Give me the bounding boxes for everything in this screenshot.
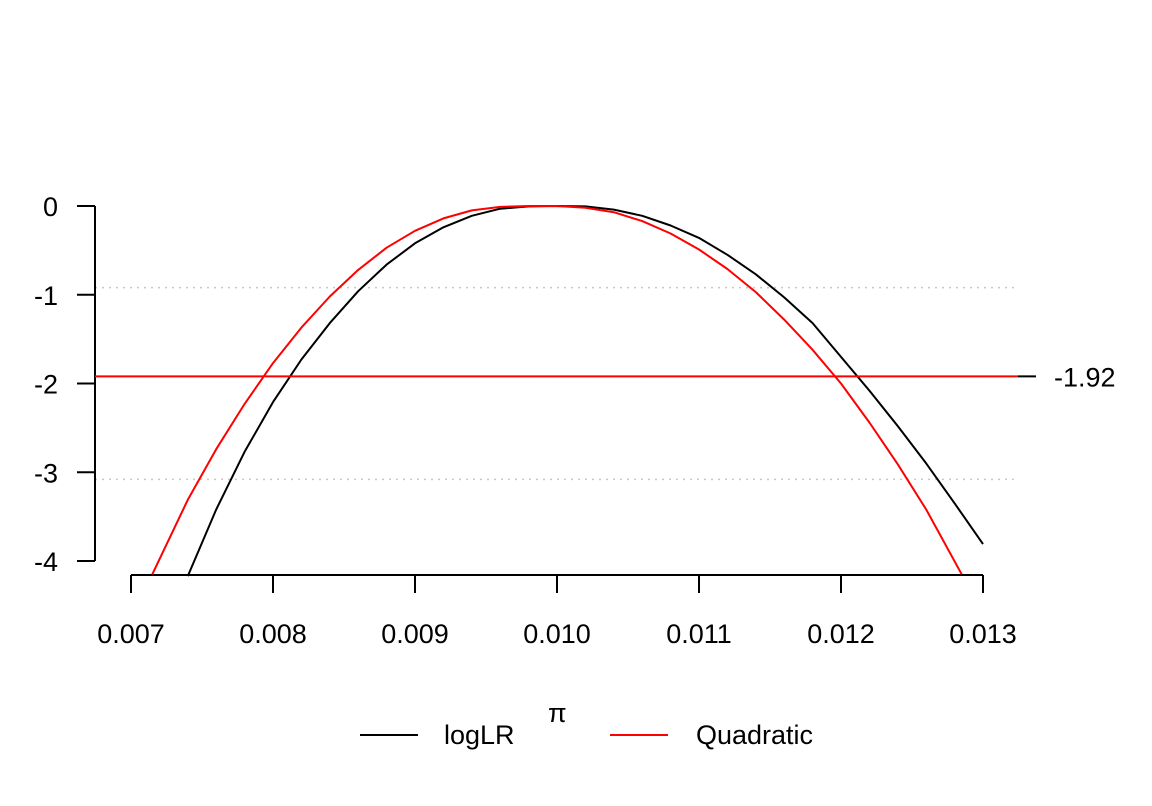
reference-line-label: -1.92 (1054, 362, 1116, 392)
x-tick-label: 0.013 (949, 619, 1017, 649)
x-tick-label: 0.007 (97, 619, 165, 649)
y-axis: 0 -1 -2 -3 -4 (34, 192, 96, 577)
reference-line-layer: -1.92 (95, 362, 1116, 392)
x-tick-label: 0.012 (807, 619, 875, 649)
legend-label-loglr: logLR (444, 720, 515, 750)
series-line-quadratic (151, 205, 963, 575)
x-tick-label: 0.008 (239, 619, 307, 649)
y-tick-label: -4 (34, 547, 58, 577)
y-tick-label: -2 (34, 370, 58, 400)
x-tick-label: 0.010 (523, 619, 591, 649)
x-axis-title: π (548, 698, 567, 728)
series-layer (151, 205, 984, 577)
x-axis: 0.007 0.008 0.009 0.010 0.011 0.012 0.013 (97, 574, 1017, 649)
y-tick-label: -1 (34, 281, 58, 311)
series-line-loglr (186, 205, 984, 577)
y-tick-label: 0 (43, 192, 58, 222)
legend: logLR π Quadratic (360, 698, 813, 750)
x-tick-label: 0.009 (381, 619, 449, 649)
x-tick-label: 0.011 (666, 619, 732, 649)
y-tick-label: -3 (34, 458, 58, 488)
legend-label-quadratic: Quadratic (696, 720, 813, 750)
dotted-gridlines (95, 286, 1018, 481)
